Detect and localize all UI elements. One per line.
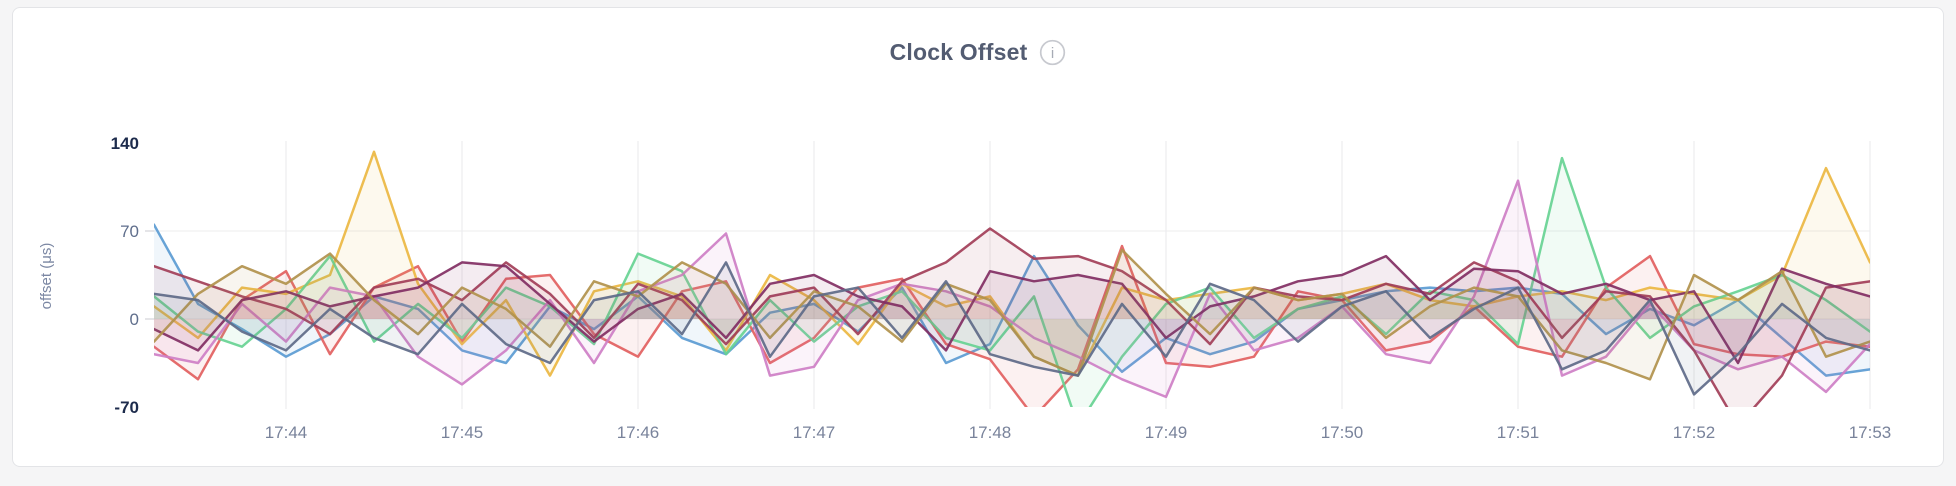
series-area-plum — [154, 256, 1870, 363]
clock-offset-chart[interactable]: offset (μs) 140 70 0 -70 17:44 17:45 17:46 17:4… — [13, 76, 1943, 461]
series-line-maroon — [154, 227, 1870, 407]
x-tick-label: 17:53 — [1849, 423, 1892, 442]
series-line-slate — [154, 261, 1870, 396]
y-tick-label: -70 — [114, 398, 139, 417]
series-area-orchid — [154, 180, 1870, 397]
clock-offset-chart-card: Clock Offset i offset (μs) 140 70 0 -70 17:4… — [12, 7, 1944, 467]
series-line-red — [154, 244, 1870, 407]
series-line-orchid — [154, 179, 1870, 399]
info-icon-glyph: i — [1051, 45, 1054, 62]
x-tick-label: 17:48 — [969, 423, 1012, 442]
x-tick-label: 17:47 — [793, 423, 836, 442]
x-tick-label: 17:49 — [1145, 423, 1188, 442]
x-tick-label: 17:52 — [1673, 423, 1716, 442]
y-axis-title: offset (μs) — [38, 243, 55, 310]
chart-title: Clock Offset — [889, 38, 1028, 65]
y-tick-label: 70 — [120, 222, 139, 241]
series-area-khaki — [154, 249, 1870, 380]
y-tick-label: 140 — [111, 134, 139, 153]
chart-header: Clock Offset i — [13, 8, 1943, 76]
series-area-maroon — [154, 228, 1870, 407]
page-background: { "header": { "title": "Clock Offset", "… — [12, 7, 1944, 467]
x-tick-label: 17:46 — [617, 423, 660, 442]
y-tick-label: 0 — [130, 310, 139, 329]
series-line-khaki — [154, 248, 1870, 381]
x-tick-label: 17:51 — [1497, 423, 1540, 442]
grid-layer — [145, 141, 1871, 409]
x-tick-label: 17:45 — [441, 423, 484, 442]
x-tick-label: 17:50 — [1321, 423, 1364, 442]
series-area-slate — [154, 262, 1870, 395]
info-icon-circle — [1040, 39, 1066, 65]
series-layer — [154, 150, 1870, 407]
series-line-plum — [154, 254, 1870, 365]
axis-layer: 140 70 0 -70 17:44 17:45 17:46 17:47 17:48 17:49 1… — [111, 134, 1892, 442]
x-tick-label: 17:44 — [265, 423, 308, 442]
info-icon[interactable]: i — [1039, 39, 1066, 66]
